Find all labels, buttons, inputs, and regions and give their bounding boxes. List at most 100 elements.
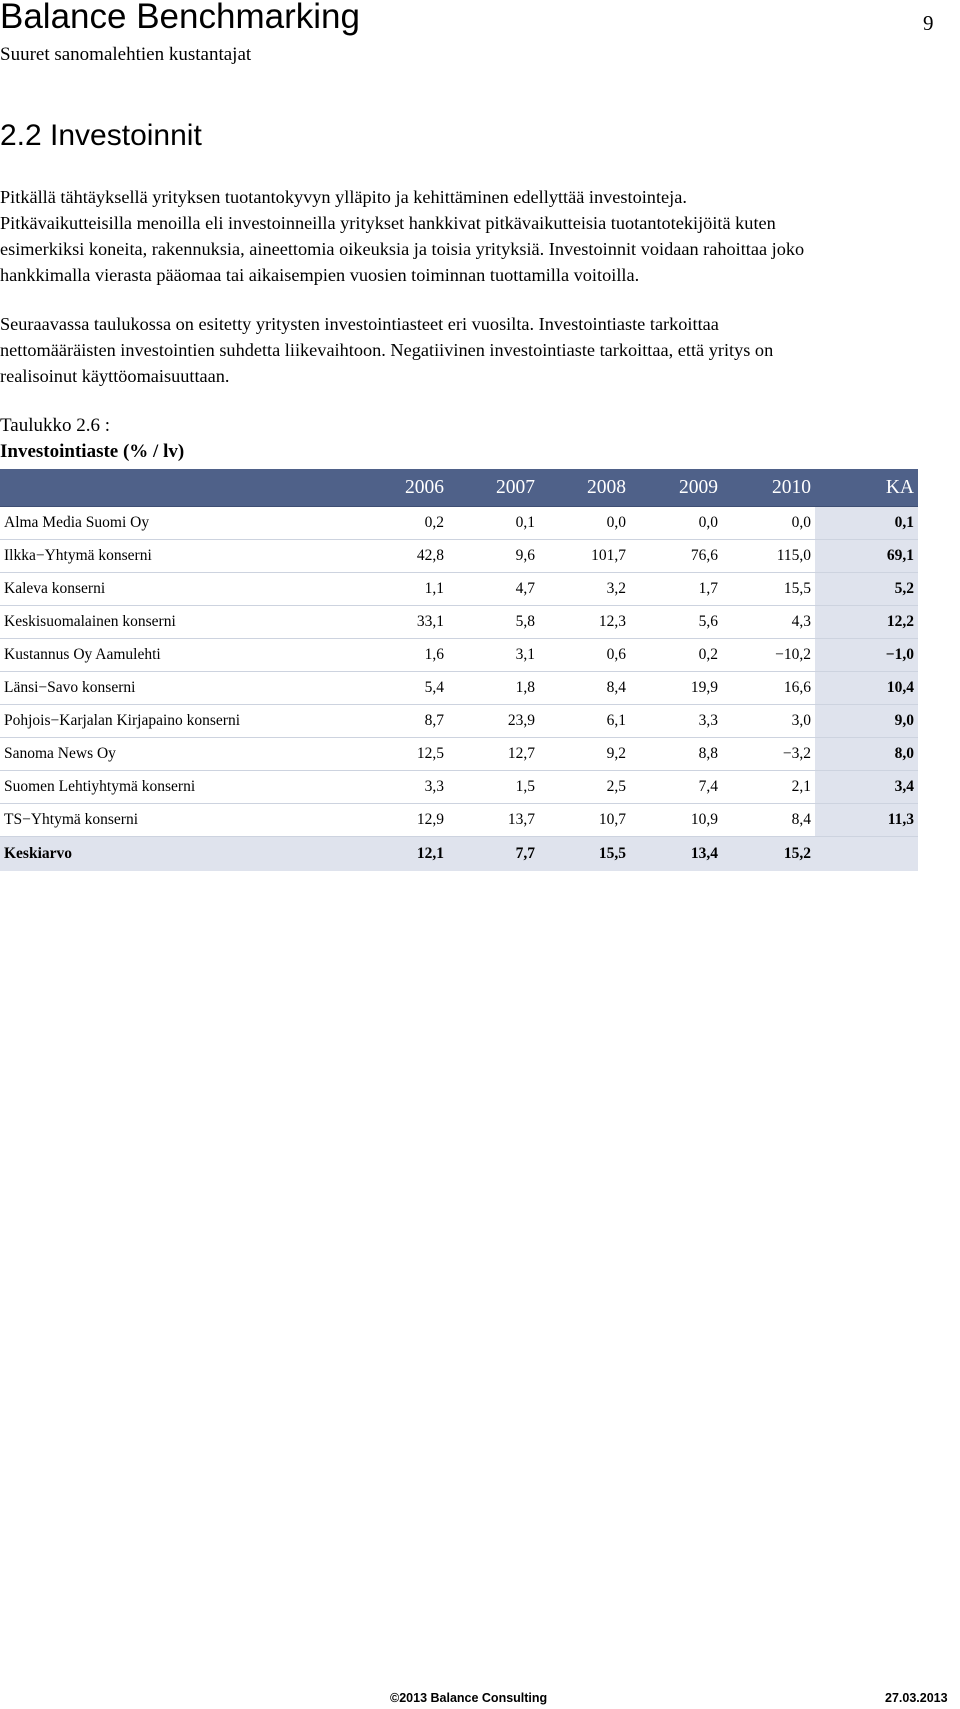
cell-2007: 4,7 bbox=[448, 572, 539, 606]
cell-2007: 1,5 bbox=[448, 770, 539, 804]
table-row: Pohjois−Karjalan Kirjapaino konserni 8,7 2… bbox=[0, 704, 918, 738]
cell-2008: 9,2 bbox=[539, 737, 630, 771]
cell-company: Sanoma News Oy bbox=[0, 737, 310, 771]
cell-ka: 11,3 bbox=[815, 803, 918, 837]
cell-2009: 19,9 bbox=[630, 671, 722, 705]
column-header-2010: 2010 bbox=[722, 469, 815, 507]
cell-2009: 7,4 bbox=[630, 770, 722, 804]
cell-2007: 13,7 bbox=[448, 803, 539, 837]
cell-ka bbox=[815, 836, 918, 871]
cell-2007: 23,9 bbox=[448, 704, 539, 738]
table-row: Kustannus Oy Aamulehti 1,6 3,1 0,6 0,2 −10,2−… bbox=[0, 638, 918, 672]
table-row: Länsi−Savo konserni 5,4 1,8 8,4 19,9 16,6 10,4 bbox=[0, 671, 918, 705]
cell-company: Pohjois−Karjalan Kirjapaino konserni bbox=[0, 704, 310, 738]
brand-subtitle: Suuret sanomalehtien kustantajat bbox=[0, 44, 252, 65]
table-caption-number: Taulukko 2.6 : bbox=[0, 415, 111, 436]
table-row: Kaleva konserni 1,1 4,7 3,2 1,7 15,5 5,2 bbox=[0, 572, 918, 606]
section-heading: 2.2 Investoinnit bbox=[0, 119, 202, 152]
cell-2010: 15,5 bbox=[722, 572, 815, 606]
cell-2009: 10,9 bbox=[630, 803, 722, 837]
cell-2006: 1,6 bbox=[310, 638, 448, 672]
cell-2009: 0,0 bbox=[630, 506, 722, 540]
cell-company: Keskiarvo bbox=[0, 836, 310, 871]
cell-2008: 3,2 bbox=[539, 572, 630, 606]
cell-ka: 69,1 bbox=[815, 539, 918, 573]
cell-ka: 3,4 bbox=[815, 770, 918, 804]
cell-2006: 3,3 bbox=[310, 770, 448, 804]
cell-company: Ilkka−Yhtymä konserni bbox=[0, 539, 310, 573]
cell-company: Alma Media Suomi Oy bbox=[0, 506, 310, 540]
cell-2008: 10,7 bbox=[539, 803, 630, 837]
cell-2007: 1,8 bbox=[448, 671, 539, 705]
cell-2006: 5,4 bbox=[310, 671, 448, 705]
cell-2008: 2,5 bbox=[539, 770, 630, 804]
cell-2007: 9,6 bbox=[448, 539, 539, 573]
table-caption-title-text: Investointiaste (% / lv) bbox=[0, 441, 185, 462]
cell-company: Keskisuomalainen konserni bbox=[0, 605, 310, 639]
page-number: 9 bbox=[923, 11, 934, 35]
cell-2006: 33,1 bbox=[310, 605, 448, 639]
cell-2007: 12,7 bbox=[448, 737, 539, 771]
cell-2010: 16,6 bbox=[722, 671, 815, 705]
cell-2008: 8,4 bbox=[539, 671, 630, 705]
cell-2009: 5,6 bbox=[630, 605, 722, 639]
column-header-2008: 2008 bbox=[539, 469, 630, 507]
paragraph-line: hankkimalla vierasta pääomaa tai aikaise… bbox=[0, 265, 640, 285]
column-header-2006: 2006 bbox=[310, 469, 448, 507]
paragraph-line: realisoinut käyttöomaisuuttaan. bbox=[0, 366, 230, 386]
column-header-2007: 2007 bbox=[448, 469, 539, 507]
cell-2009: 0,2 bbox=[630, 638, 722, 672]
column-header-2009: 2009 bbox=[630, 469, 722, 507]
cell-2010: 0,0 bbox=[722, 506, 815, 540]
brand-title: Balance Benchmarking bbox=[0, 0, 360, 36]
cell-2006: 42,8 bbox=[310, 539, 448, 573]
investment-ratio-table: 2006 2007 2008 2009 2010 KA Alma Media S… bbox=[0, 469, 918, 871]
cell-2006: 1,1 bbox=[310, 572, 448, 606]
cell-2009: 8,8 bbox=[630, 737, 722, 771]
cell-ka: 9,0 bbox=[815, 704, 918, 738]
cell-2010: 15,2 bbox=[722, 836, 815, 871]
table-average-row: Keskiarvo 12,1 7,7 15,5 13,4 15,2 bbox=[0, 836, 918, 871]
table-row: Ilkka−Yhtymä konserni 42,8 9,6 101,7 76,6 115… bbox=[0, 539, 918, 573]
column-header-ka: KA bbox=[815, 469, 918, 507]
cell-2008: 6,1 bbox=[539, 704, 630, 738]
cell-ka: 5,2 bbox=[815, 572, 918, 606]
paragraph-line: Pitkävaikutteisilla menoilla eli investo… bbox=[0, 213, 776, 233]
cell-2007: 5,8 bbox=[448, 605, 539, 639]
table-caption-title: Investointiaste (% / lv) bbox=[0, 440, 184, 464]
cell-ka: 0,1 bbox=[815, 506, 918, 540]
table-row: Sanoma News Oy 12,5 12,7 9,2 8,8 −3,2 8,0 bbox=[0, 737, 918, 771]
cell-ka: 10,4 bbox=[815, 671, 918, 705]
table-row: TS−Yhtymä konserni 12,9 13,7 10,7 10,9 8,4 11,… bbox=[0, 803, 918, 837]
table-header-row: 2006 2007 2008 2009 2010 KA bbox=[0, 469, 918, 507]
cell-ka: 12,2 bbox=[815, 605, 918, 639]
table-row: Suomen Lehtiyhtymä konserni 3,3 1,5 2,5 7,4 2… bbox=[0, 770, 918, 804]
cell-2006: 12,5 bbox=[310, 737, 448, 771]
table-row: Keskisuomalainen konserni 33,1 5,8 12,3 5,6 4… bbox=[0, 605, 918, 639]
cell-2010: 4,3 bbox=[722, 605, 815, 639]
cell-2009: 3,3 bbox=[630, 704, 722, 738]
cell-ka: −1,0 bbox=[815, 638, 918, 672]
cell-2006: 0,2 bbox=[310, 506, 448, 540]
cell-2010: 8,4 bbox=[722, 803, 815, 837]
paragraph-intro: Pitkällä tähtäyksellä yrityksen tuotanto… bbox=[0, 184, 950, 288]
cell-2007: 0,1 bbox=[448, 506, 539, 540]
footer-date: 27.03.2013 bbox=[885, 1691, 948, 1705]
cell-2008: 101,7 bbox=[539, 539, 630, 573]
cell-company: Kaleva konserni bbox=[0, 572, 310, 606]
paragraph-line: esimerkiksi koneita, rakennuksia, aineet… bbox=[0, 239, 805, 259]
column-header-name bbox=[0, 469, 310, 507]
cell-2006: 12,9 bbox=[310, 803, 448, 837]
cell-2010: 2,1 bbox=[722, 770, 815, 804]
cell-2006: 12,1 bbox=[310, 836, 448, 871]
cell-2010: 3,0 bbox=[722, 704, 815, 738]
cell-2010: −3,2 bbox=[722, 737, 815, 771]
cell-2008: 0,6 bbox=[539, 638, 630, 672]
cell-2009: 13,4 bbox=[630, 836, 722, 871]
cell-2007: 3,1 bbox=[448, 638, 539, 672]
cell-2008: 15,5 bbox=[539, 836, 630, 871]
cell-company: TS−Yhtymä konserni bbox=[0, 803, 310, 837]
cell-2009: 1,7 bbox=[630, 572, 722, 606]
page-header: Balance Benchmarking Suuret sanomalehtie… bbox=[0, 0, 960, 70]
cell-2010: 115,0 bbox=[722, 539, 815, 573]
